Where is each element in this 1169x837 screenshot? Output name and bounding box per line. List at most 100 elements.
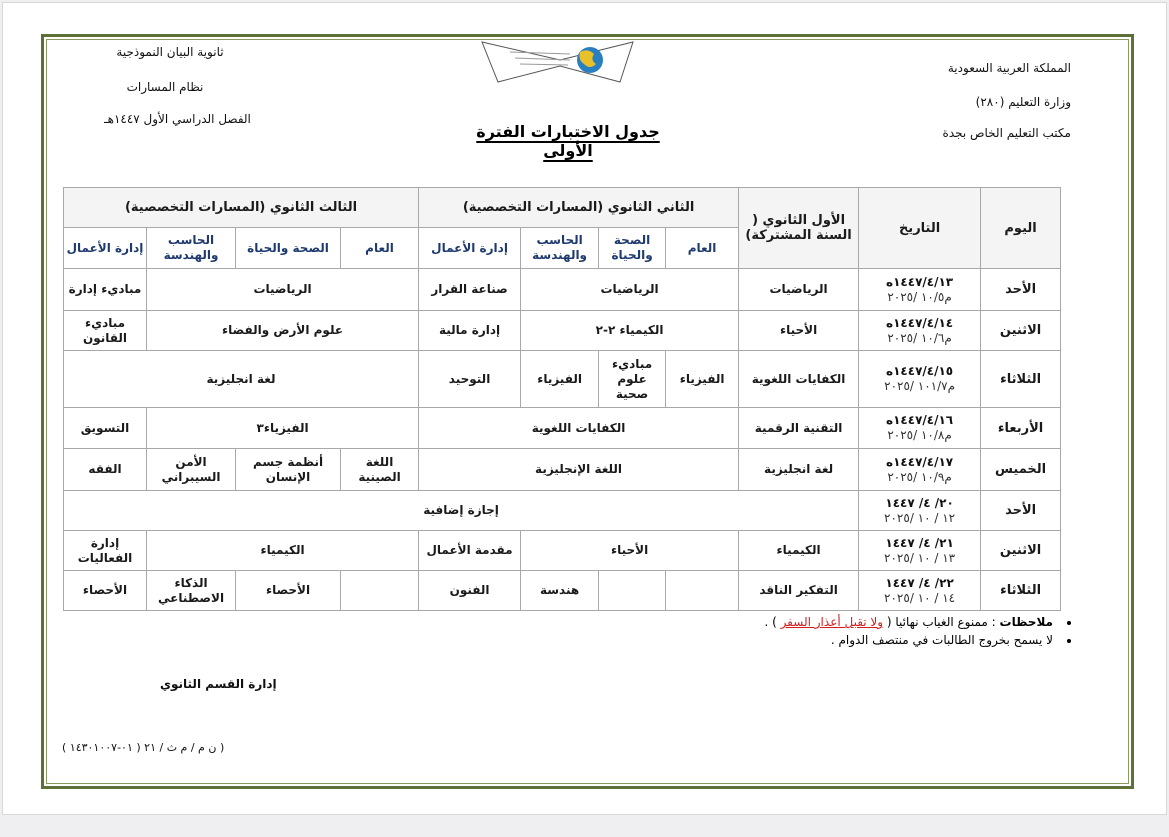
- note-absence: ملاحظات : ممنوع الغياب نهائيا ( ولا تقبل…: [764, 615, 1057, 629]
- header-first-secondary: الأول الثانوي ( السنة المشتركة): [738, 187, 860, 269]
- hijri-date: ١٤٤٧ /٤ /٢٢: [885, 575, 954, 590]
- gregorian-date: ٢٠٢٥/ ١٠١/٧م: [884, 379, 956, 393]
- subject-cell: إجازة إضافية: [62, 490, 860, 531]
- hijri-date: ه١٤٤٧/٤/١٤: [886, 315, 954, 330]
- exam-schedule-table: اليوم التاريخ الأول الثانوي ( السنة المش…: [62, 187, 1062, 611]
- track-health: الصحة والحياة: [235, 227, 342, 269]
- date-cell: ه١٤٤٧/٤/١٣ ٢٠٢٥/ ١٠/٥م: [858, 268, 982, 311]
- ministry-label: وزارة التعليم (٢٨٠): [975, 95, 1071, 109]
- day-cell: الأحد: [980, 268, 1062, 311]
- subject-cell: الفقه: [62, 448, 148, 491]
- subject-cell: الفيزياء: [520, 350, 600, 408]
- hijri-date: ه١٤٤٧/٤/١٦: [886, 413, 954, 427]
- gregorian-date: ٢٠٢٥/ ١٠/٩م: [887, 469, 952, 484]
- gregorian-date: ٢٠٢٥/ ١٠ / ١٢: [884, 510, 956, 525]
- day-cell: الثلاثاء: [980, 350, 1062, 408]
- subject-cell: الأمن السيبراني: [146, 448, 237, 491]
- system-label: نظام المسارات: [126, 80, 204, 94]
- gregorian-date: ٢٠٢٥/ ١٠/٨م: [887, 428, 952, 442]
- subject-cell: الرياضيات: [520, 268, 740, 311]
- subject-cell: لغة انجليزية: [62, 350, 420, 408]
- page-border: [41, 34, 1134, 789]
- header-day: اليوم: [980, 187, 1062, 269]
- school-name: ثانوية البيان النموذجية: [116, 45, 224, 59]
- table-row: الخميس ه١٤٤٧/٤/١٧ ٢٠٢٥/ ١٠/٩م لغة انجليزية ا…: [62, 448, 1062, 491]
- header-date: التاريخ: [858, 187, 982, 269]
- subject-cell: أنظمة جسم الإنسان: [235, 448, 342, 491]
- table-row: الثلاثاء ١٤٤٧ /٤ /٢٢ ٢٠٢٥/ ١٠ / ١٤ التفكير …: [62, 570, 1062, 611]
- table-row: الأحد ١٤٤٧ /٤ /٢٠ ٢٠٢٥/ ١٠ / ١٢ إجازة إضافي…: [62, 490, 1062, 531]
- subject-cell: الكفايات اللغوية: [418, 407, 740, 449]
- kingdom-label: المملكة العربية السعودية: [947, 61, 1071, 75]
- gregorian-date: ٢٠٢٥/ ١٠/٦م: [887, 330, 952, 345]
- day-cell: الأحد: [980, 490, 1062, 531]
- office-label: مكتب التعليم الخاص بجدة: [942, 126, 1071, 140]
- subject-cell: التقنية الرقمية: [738, 407, 860, 449]
- note-exit: لا يسمح بخروج الطالبات في منتصف الدوام .: [764, 633, 1057, 647]
- date-cell: ه١٤٤٧/٤/١٥ ٢٠٢٥/ ١٠١/٧م: [858, 350, 982, 408]
- track-business: إدارة الأعمال: [418, 227, 522, 269]
- subject-cell: إدارة الفعاليات: [62, 530, 148, 571]
- note-text-end: ) .: [764, 615, 781, 629]
- track-health: الصحة والحياة: [598, 227, 667, 269]
- header-third-secondary: الثالث الثانوي (المسارات التخصصية): [62, 187, 420, 228]
- track-business: إدارة الأعمال: [62, 227, 148, 269]
- subject-cell: لغة انجليزية: [738, 448, 860, 491]
- track-general: العام: [665, 227, 740, 269]
- subject-cell: اللغة الصينية: [340, 448, 420, 491]
- subject-cell: مباديء إدارة: [62, 268, 148, 311]
- track-computing: الحاسب والهندسة: [520, 227, 600, 269]
- track-general: العام: [340, 227, 420, 269]
- hijri-date: ه١٤٤٧/٤/١٣: [886, 274, 954, 289]
- subject-cell: الكيمياء ٢-٢: [520, 310, 740, 351]
- notes-section: ملاحظات : ممنوع الغياب نهائيا ( ولا تقبل…: [764, 615, 1071, 651]
- subject-cell: التوحيد: [418, 350, 522, 408]
- subject-cell: [665, 570, 740, 611]
- subject-cell: الكيمياء: [146, 530, 420, 571]
- subject-cell: الكفايات اللغوية: [738, 350, 860, 408]
- footer-code: ( ن م / م ث / ٢١ ( ٠١-١٤٣٠١٠٠٧ ): [62, 741, 225, 754]
- table-row: الاثنين ١٤٤٧ /٤ /٢١ ٢٠٢٥/ ١٠ / ١٣ الكيمياء ا…: [62, 530, 1062, 571]
- day-cell: الثلاثاء: [980, 570, 1062, 611]
- note-text: : ممنوع الغياب نهائيا (: [883, 615, 1000, 629]
- subject-cell: الفنون: [418, 570, 522, 611]
- table-row: الأربعاء ه١٤٤٧/٤/١٦ ٢٠٢٥/ ١٠/٨م التقنية الر…: [62, 407, 1062, 449]
- subject-cell: الرياضيات: [146, 268, 420, 311]
- note-warning: ولا تقبل أعذار السفر: [780, 615, 884, 629]
- hijri-date: ه١٤٤٧/٤/١٥: [886, 364, 954, 378]
- subject-cell: إدارة مالية: [418, 310, 522, 351]
- day-cell: الاثنين: [980, 310, 1062, 351]
- signature: إدارة القسم الثانوي: [160, 677, 277, 691]
- subject-cell: [598, 570, 667, 611]
- track-computing: الحاسب والهندسة: [146, 227, 237, 269]
- subject-cell: الأحياء: [520, 530, 740, 571]
- subject-cell: الرياضيات: [738, 268, 860, 311]
- subject-cell: الفيزياء: [665, 350, 740, 408]
- subject-cell: التفكير الناقد: [738, 570, 860, 611]
- date-cell: ١٤٤٧ /٤ /٢١ ٢٠٢٥/ ١٠ / ١٣: [858, 530, 982, 571]
- subject-cell: الأحياء: [738, 310, 860, 351]
- subject-cell: اللغة الإنجليزية: [418, 448, 740, 491]
- day-cell: الأربعاء: [980, 407, 1062, 449]
- subject-cell: مباديء القانون: [62, 310, 148, 351]
- gregorian-date: ٢٠٢٥/ ١٠ / ١٣: [884, 550, 956, 565]
- subject-cell: التسويق: [62, 407, 148, 449]
- semester-label: الفصل الدراسي الأول ١٤٤٧هـ: [104, 112, 251, 126]
- subject-cell: الأحصاء: [62, 570, 148, 611]
- table-row: الاثنين ه١٤٤٧/٤/١٤ ٢٠٢٥/ ١٠/٦م الأحياء الكيم…: [62, 310, 1062, 351]
- subject-cell: صناعة القرار: [418, 268, 522, 311]
- day-cell: الخميس: [980, 448, 1062, 491]
- day-cell: الاثنين: [980, 530, 1062, 571]
- header-second-secondary: الثاني الثانوي (المسارات التخصصية): [418, 187, 740, 228]
- hijri-date: ١٤٤٧ /٤ /٢١: [885, 535, 954, 550]
- gregorian-date: ٢٠٢٥/ ١٠ / ١٤: [884, 590, 956, 605]
- date-cell: ه١٤٤٧/٤/١٦ ٢٠٢٥/ ١٠/٨م: [858, 407, 982, 449]
- subject-cell: مقدمة الأعمال: [418, 530, 522, 571]
- ministry-logo: [481, 41, 634, 83]
- hijri-date: ه١٤٤٧/٤/١٧: [886, 454, 954, 469]
- date-cell: ه١٤٤٧/٤/١٧ ٢٠٢٥/ ١٠/٩م: [858, 448, 982, 491]
- table-row: الأحد ه١٤٤٧/٤/١٣ ٢٠٢٥/ ١٠/٥م الرياضيات الريا…: [62, 268, 1062, 311]
- hijri-date: ١٤٤٧ /٤ /٢٠: [885, 495, 954, 510]
- subject-cell: مباديء علوم صحية: [598, 350, 667, 408]
- subject-cell: الذكاء الاصطناعي: [146, 570, 237, 611]
